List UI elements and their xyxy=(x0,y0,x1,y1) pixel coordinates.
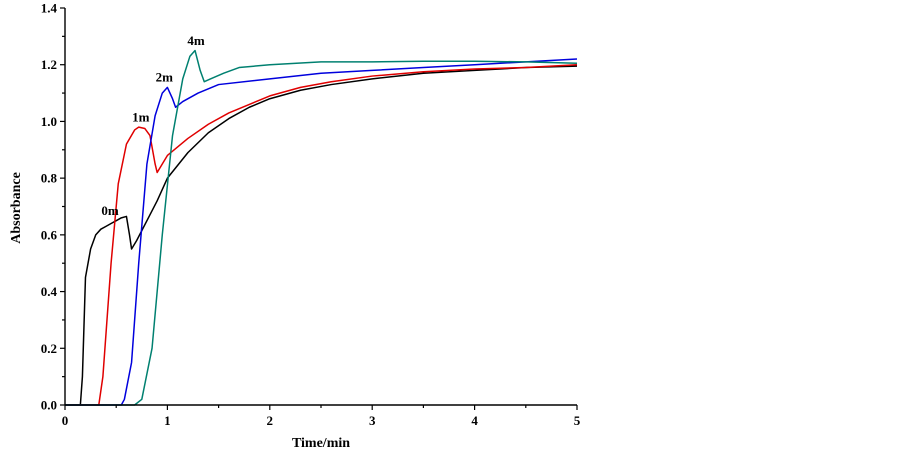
y-axis-title: Absorbance xyxy=(9,172,24,244)
x-tick-label: 2 xyxy=(267,413,274,428)
annotation-label: 4m xyxy=(187,33,205,48)
x-axis-title: Time/min xyxy=(292,436,350,451)
x-tick-label: 0 xyxy=(62,413,69,428)
series-line-4m xyxy=(65,49,578,406)
x-tick-label: 3 xyxy=(369,413,376,428)
series-line-1m xyxy=(65,63,578,406)
x-tick-label: 4 xyxy=(471,413,478,428)
series-lines xyxy=(65,49,578,406)
y-tick-label: 0.6 xyxy=(41,227,58,242)
annotation-label: 0m xyxy=(101,203,119,218)
annotation-label: 1m xyxy=(132,109,150,124)
y-tick-label: 0.2 xyxy=(41,341,57,356)
y-tick-label: 0.0 xyxy=(41,398,57,413)
series-line-2m xyxy=(65,58,578,406)
annotation-label: 2m xyxy=(156,70,174,85)
annotations: 0m 1m 2m 4m xyxy=(101,33,205,218)
x-tick-label: 5 xyxy=(574,413,581,428)
y-tick-label: 1.2 xyxy=(41,57,57,72)
x-tick-label: 1 xyxy=(164,413,171,428)
y-tick-label: 1.4 xyxy=(41,1,58,16)
axes: 0 1 2 3 4 5 0.0 0.2 0.4 0.6 0.8 1.0 1.2 1.4 xyxy=(41,1,581,429)
y-tick-label: 0.8 xyxy=(41,171,58,186)
y-tick-label: 1.0 xyxy=(41,114,57,129)
y-tick-label: 0.4 xyxy=(41,284,58,299)
